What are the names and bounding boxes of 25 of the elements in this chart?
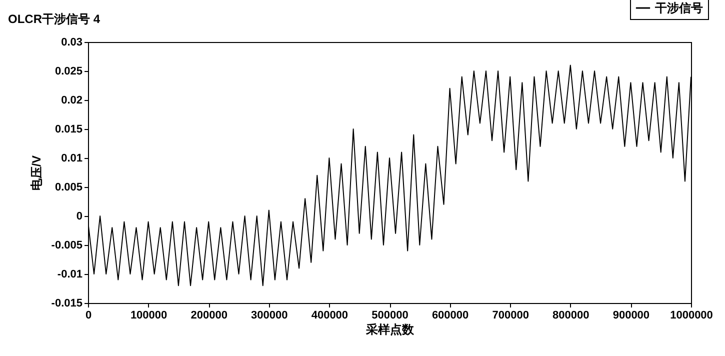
y-tick-label: 0.02	[61, 94, 82, 106]
x-tick-label: 500000	[372, 310, 408, 322]
y-tick-label: 0.005	[54, 182, 82, 194]
x-tick-label: 900000	[612, 310, 650, 322]
y-tick-label: -0.005	[51, 240, 82, 252]
legend-label: 干涉信号	[654, 1, 703, 15]
y-tick-label: 0	[76, 210, 82, 222]
y-axis-title: 电压/V	[29, 155, 44, 191]
x-tick-label: 400000	[311, 310, 348, 322]
y-tick-label: 0.01	[61, 152, 82, 164]
x-tick-label: 0	[85, 310, 92, 322]
chart-title: OLCR干涉信号 4	[8, 11, 100, 28]
x-tick-label: 200000	[190, 310, 228, 322]
x-tick-label: 700000	[492, 310, 529, 322]
x-tick-label: 800000	[552, 310, 590, 322]
y-tick-label: 0.03	[61, 36, 82, 48]
x-tick-label: 100000	[130, 310, 168, 322]
x-axis-title: 采样点数	[365, 322, 415, 336]
y-tick-label: -0.01	[57, 268, 82, 280]
y-tick-label: -0.015	[51, 298, 82, 310]
x-tick-label: 300000	[251, 310, 288, 322]
x-tick-label: 1000000	[670, 310, 713, 322]
y-tick-label: 0.015	[54, 124, 82, 136]
y-tick-label: 0.025	[54, 66, 82, 78]
x-tick-label: 600000	[432, 310, 469, 322]
